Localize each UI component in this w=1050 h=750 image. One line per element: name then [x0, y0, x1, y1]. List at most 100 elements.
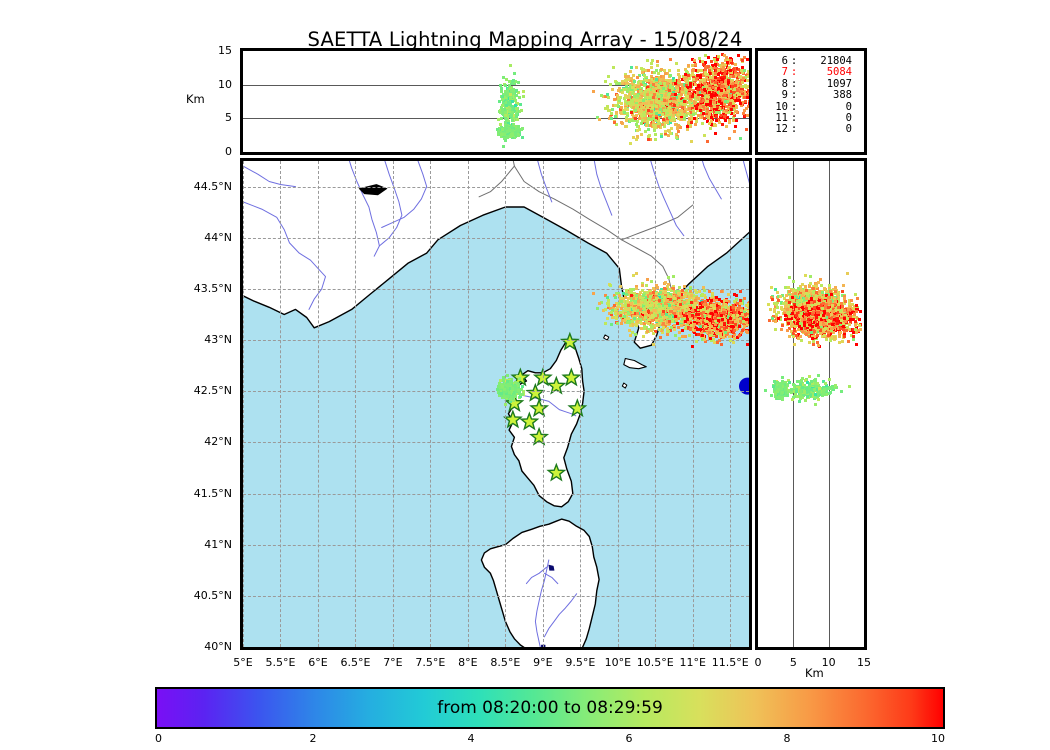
lightning-source-point	[723, 87, 727, 91]
lightning-source-point	[500, 109, 504, 113]
lightning-source-point	[649, 117, 653, 121]
lightning-source-point	[663, 129, 667, 133]
lightning-source-point	[673, 109, 677, 113]
lightning-source-point	[632, 109, 636, 113]
lightning-source-point	[618, 284, 622, 288]
lightning-source-point	[723, 62, 727, 66]
lightning-source-point	[680, 305, 684, 309]
lightning-source-point	[509, 93, 513, 97]
lightning-source-point	[512, 105, 516, 109]
lightning-source-point	[625, 95, 629, 99]
lightning-source-point	[700, 77, 703, 81]
lightning-source-point	[497, 117, 501, 121]
lightning-source-point	[694, 79, 697, 83]
lightning-source-point	[733, 110, 737, 114]
lightning-source-point	[691, 58, 695, 62]
lightning-source-point	[708, 76, 712, 80]
lightning-source-point	[736, 73, 740, 76]
lightning-source-point	[671, 99, 675, 103]
lightning-source-point	[725, 105, 729, 109]
lightning-source-point	[712, 97, 716, 101]
lightning-source-point	[639, 80, 643, 84]
lightning-source-point	[667, 287, 671, 291]
lightning-source-point	[743, 99, 747, 103]
lightning-source-point	[632, 317, 636, 321]
lightning-source-point	[682, 77, 686, 81]
lightning-source-point	[727, 67, 730, 71]
lightning-source-point	[698, 109, 702, 113]
lightning-source-point	[721, 61, 725, 65]
lightning-source-point	[604, 79, 608, 83]
lightning-source-point	[692, 78, 696, 82]
lightning-source-point	[628, 85, 632, 89]
lightning-source-point	[641, 335, 645, 339]
lightning-source-point	[738, 137, 742, 141]
lightning-source-point	[732, 68, 735, 71]
lightning-source-point	[516, 110, 520, 114]
lightning-source-point	[708, 103, 712, 107]
lightning-source-point	[674, 133, 678, 137]
lightning-source-point	[707, 112, 711, 116]
lightning-source-point	[640, 82, 644, 86]
lightning-source-point	[625, 101, 629, 105]
lightning-source-point	[606, 104, 610, 108]
lightning-source-point	[639, 121, 643, 125]
lightning-source-point	[655, 123, 658, 127]
lightning-source-point	[636, 134, 640, 138]
lightning-source-point	[719, 89, 723, 93]
lightning-source-point	[618, 111, 622, 115]
lightning-source-point	[625, 112, 629, 116]
lightning-source-point	[643, 129, 647, 133]
lightning-source-point	[629, 301, 633, 305]
lightning-source-point	[638, 320, 642, 324]
lightning-source-point	[627, 308, 631, 312]
lightning-source-point	[741, 87, 745, 91]
top-panel-axis-label: Km	[186, 92, 205, 106]
lightning-source-point	[647, 69, 651, 73]
lightning-source-point	[741, 71, 745, 75]
page-title: SAETTA Lightning Mapping Array - 15/08/2…	[307, 28, 743, 51]
map-longitude-gridline	[317, 161, 319, 647]
lightning-source-point	[703, 91, 707, 95]
lightning-source-point	[648, 107, 652, 111]
lightning-source-point	[613, 121, 617, 125]
lightning-source-point	[677, 68, 680, 72]
lightning-source-point	[646, 108, 650, 112]
lightning-source-point	[634, 118, 638, 122]
lightning-source-point	[643, 114, 647, 118]
lightning-source-point	[647, 124, 651, 127]
lightning-source-point	[606, 95, 610, 99]
lightning-source-point	[693, 83, 697, 86]
legend-row: 12:0	[758, 124, 864, 136]
lightning-source-point	[508, 96, 512, 100]
lightning-source-point	[721, 98, 725, 102]
lightning-source-point	[690, 64, 694, 68]
lightning-source-point	[521, 94, 525, 98]
lightning-source-point	[615, 93, 619, 97]
lightning-source-point	[637, 90, 640, 94]
lightning-source-point	[670, 92, 674, 96]
lightning-source-point	[661, 313, 665, 317]
lightning-source-point	[683, 103, 687, 107]
lightning-source-point	[718, 110, 722, 114]
lightning-source-point	[637, 73, 641, 77]
lightning-source-point	[515, 89, 519, 93]
lightning-source-point	[695, 68, 699, 72]
lightning-source-point	[668, 99, 672, 103]
lightning-source-point	[705, 102, 709, 106]
lightning-source-point	[728, 57, 732, 61]
lightning-source-point	[650, 106, 654, 110]
lightning-source-point	[624, 105, 628, 109]
lightning-source-point	[745, 96, 749, 100]
lightning-source-point	[724, 84, 728, 88]
lightning-source-point	[676, 73, 680, 77]
lightning-source-point	[704, 115, 708, 119]
lightning-source-point	[685, 84, 689, 87]
lightning-source-point	[651, 90, 655, 93]
lightning-source-point	[722, 94, 726, 98]
lightning-source-point	[657, 111, 661, 115]
lightning-source-point	[705, 95, 709, 99]
lightning-source-point	[624, 115, 628, 119]
lightning-source-point	[712, 86, 716, 90]
lightning-source-point	[706, 97, 710, 101]
